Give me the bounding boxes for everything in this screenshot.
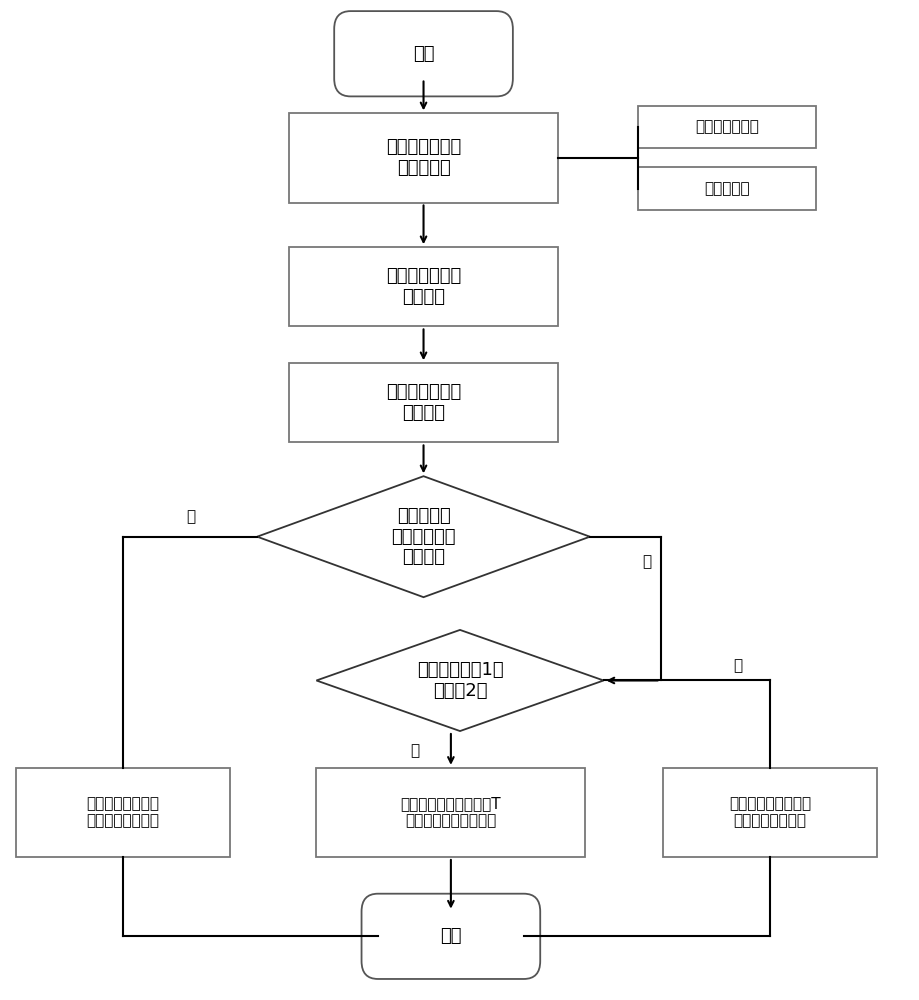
Text: 采集左右型错位
交叉口信息: 采集左右型错位 交叉口信息 (385, 138, 460, 177)
Polygon shape (257, 476, 589, 597)
FancyBboxPatch shape (361, 894, 539, 979)
Bar (638, 167, 815, 210)
Bar (289, 363, 558, 442)
Text: 判断交叉口
是否满足设定
三个条件: 判断交叉口 是否满足设定 三个条件 (391, 507, 455, 566)
FancyBboxPatch shape (334, 11, 512, 96)
Polygon shape (316, 630, 603, 731)
Bar (16, 768, 230, 857)
Text: 是: 是 (187, 509, 196, 524)
Bar (289, 247, 558, 326)
Bar (289, 113, 558, 202)
Text: 错位交叉口交通
组织设计: 错位交叉口交通 组织设计 (385, 267, 460, 306)
Text: 不满足条件（1）
或者（2）: 不满足条件（1） 或者（2） (416, 661, 503, 700)
Text: 错位交叉口交通组
织及配时方案实施: 错位交叉口交通组 织及配时方案实施 (86, 796, 159, 829)
Text: 交通流数据: 交通流数据 (704, 181, 749, 196)
Bar (316, 768, 584, 857)
Bar (662, 768, 876, 857)
Text: 开始: 开始 (413, 45, 434, 63)
Text: 将错位交叉口看做两个T
型交叉口分别信号控制: 将错位交叉口看做两个T 型交叉口分别信号控制 (400, 796, 501, 829)
Text: 交叉口几何参数: 交叉口几何参数 (695, 120, 758, 135)
Text: 否: 否 (732, 659, 742, 674)
Text: 结束: 结束 (439, 927, 461, 945)
Text: 错位交叉口信号
优化配时: 错位交叉口信号 优化配时 (385, 383, 460, 422)
Text: 是: 是 (409, 743, 418, 758)
Text: 交通组织方案实施，
调整信号配时方案: 交通组织方案实施， 调整信号配时方案 (728, 796, 811, 829)
Text: 否: 否 (641, 555, 651, 570)
Bar (638, 106, 815, 148)
